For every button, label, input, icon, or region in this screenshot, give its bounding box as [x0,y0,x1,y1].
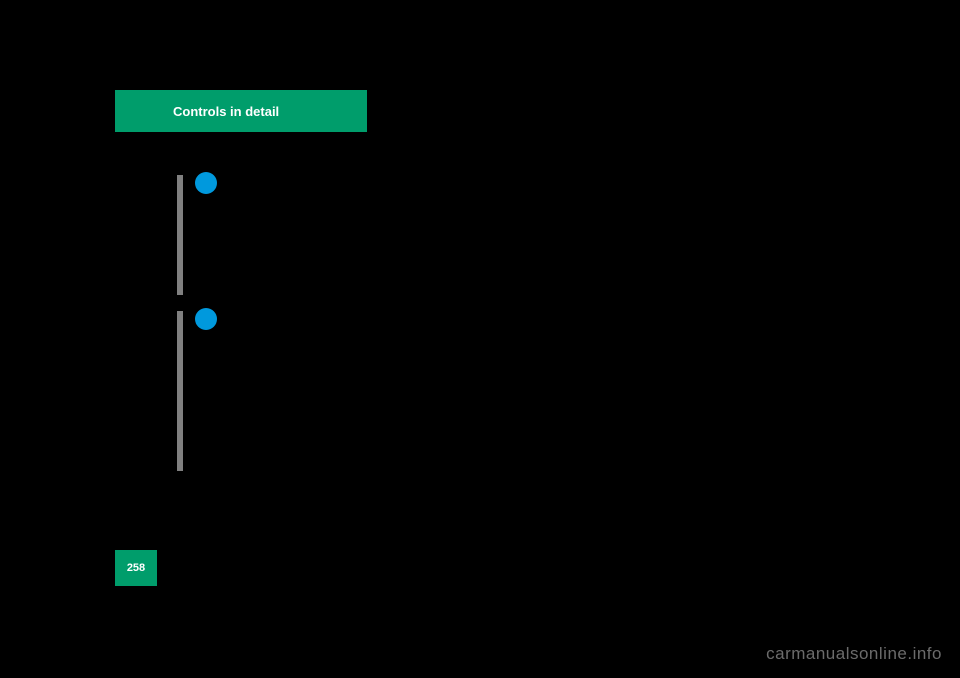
section-header-title: Controls in detail [173,104,279,119]
section-header-bar: Controls in detail [115,90,367,132]
manual-page: Controls in detail 258 [115,55,845,615]
watermark-text: carmanualsonline.info [766,644,942,664]
info-icon [195,308,217,330]
info-icon [195,172,217,194]
page-number-box: 258 [115,550,157,586]
note-vertical-bar [177,175,183,295]
note-vertical-bar [177,311,183,471]
page-number: 258 [127,562,145,574]
